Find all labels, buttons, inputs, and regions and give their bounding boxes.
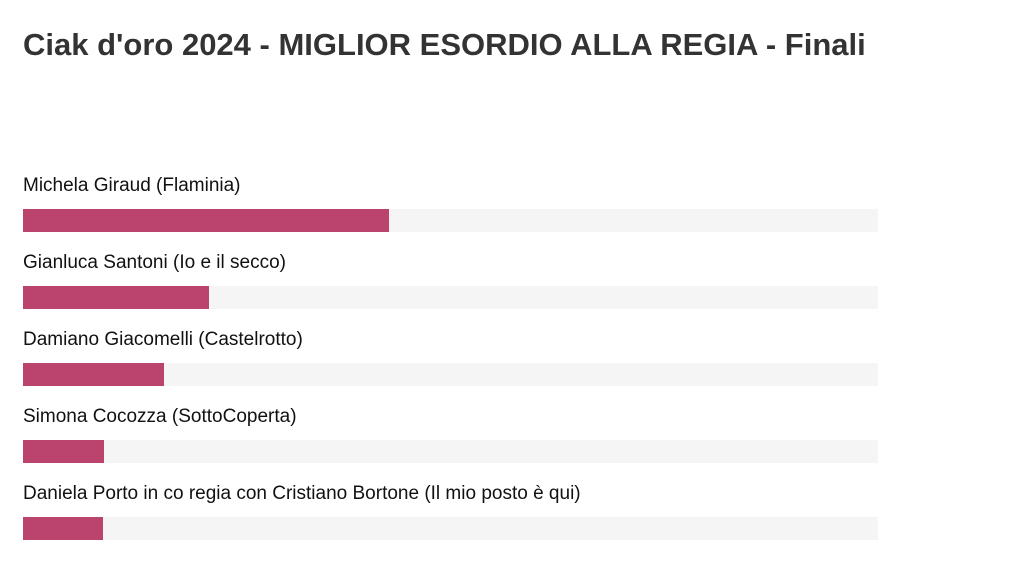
bar-row: Michela Giraud (Flaminia) xyxy=(23,172,878,249)
bar-track xyxy=(23,286,878,309)
bar xyxy=(23,517,104,540)
bar-row: Simona Cocozza (SottoCoperta) xyxy=(23,403,878,480)
bar-label: Michela Giraud (Flaminia) xyxy=(23,175,241,196)
bar-row: Daniela Porto in co regia con Cristiano … xyxy=(23,480,878,557)
bar xyxy=(23,440,105,463)
bar-label: Simona Cocozza (SottoCoperta) xyxy=(23,406,297,427)
bar-chart: Michela Giraud (Flaminia) Gianluca Santon… xyxy=(23,172,878,557)
chart-title: Ciak d'oro 2024 - MIGLIOR ESORDIO ALLA R… xyxy=(23,27,866,62)
bar-label: Daniela Porto in co regia con Cristiano … xyxy=(23,483,581,504)
bar-track xyxy=(23,440,878,463)
bar-track xyxy=(23,517,878,540)
bar-track xyxy=(23,209,878,232)
bar xyxy=(23,363,165,386)
bar xyxy=(23,209,389,232)
bar xyxy=(23,286,209,309)
bar-label: Damiano Giacomelli (Castelrotto) xyxy=(23,329,303,350)
bar-row: Damiano Giacomelli (Castelrotto) xyxy=(23,326,878,403)
bar-label: Gianluca Santoni (Io e il secco) xyxy=(23,252,286,273)
bar-track xyxy=(23,363,878,386)
bar-row: Gianluca Santoni (Io e il secco) xyxy=(23,249,878,326)
